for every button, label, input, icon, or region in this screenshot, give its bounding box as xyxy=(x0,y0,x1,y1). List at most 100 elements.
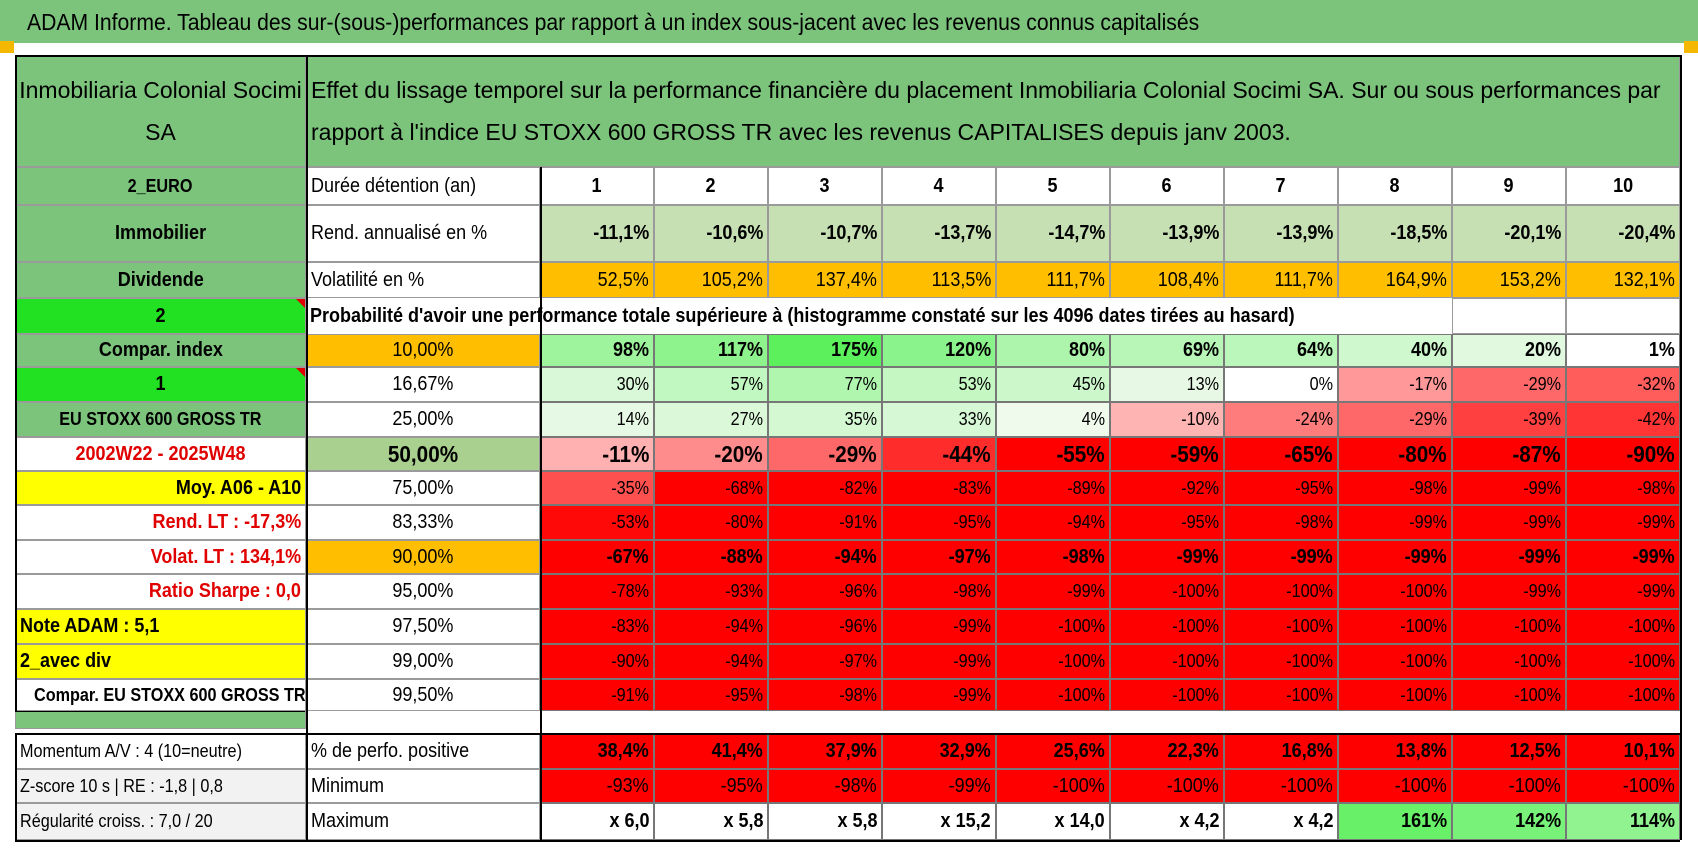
summary-value: 114% xyxy=(1566,803,1680,840)
holding-year: 5 xyxy=(996,167,1110,205)
probability-value-text: 57% xyxy=(730,374,763,394)
asset-name-text: Inmobiliaria Colonial Socimi SA xyxy=(19,77,302,145)
return-value-text: -13,7% xyxy=(933,222,991,244)
summary-value-text: 37,9% xyxy=(825,739,877,762)
left-panel-item: Rend. LT : -17,3% xyxy=(15,505,306,540)
probability-value: 45% xyxy=(996,367,1110,402)
probability-value-text: -100% xyxy=(1058,684,1105,705)
probability-value-text: -67% xyxy=(606,545,649,568)
return-value-text: -13,9% xyxy=(1275,222,1333,244)
probability-value: 77% xyxy=(768,367,882,402)
probability-value: -100% xyxy=(996,609,1110,644)
probability-value-text: -29% xyxy=(1409,409,1447,429)
return-label-text: Rend. annualisé en % xyxy=(311,222,488,244)
summary-left-text: Momentum A/V : 4 (10=neutre) xyxy=(20,740,242,761)
probability-value-text: -83% xyxy=(953,477,991,498)
holding-year: 3 xyxy=(768,167,882,205)
left-panel-item: Volat. LT : 134,1% xyxy=(15,540,306,574)
probability-value: -100% xyxy=(1566,609,1680,644)
probability-value: -100% xyxy=(1338,609,1452,644)
summary-value-text: -100% xyxy=(1280,774,1333,797)
probability-value-text: -87% xyxy=(1512,440,1561,467)
volatility-value: 113,5% xyxy=(882,262,996,298)
volatility-value-text: 113,5% xyxy=(931,268,991,291)
summary-value-text: -98% xyxy=(834,774,877,797)
summary-value-text: 114% xyxy=(1629,810,1675,832)
probability-value-text: 14% xyxy=(616,409,649,429)
probability-value-text: -99% xyxy=(1637,581,1675,601)
probability-value: 27% xyxy=(654,402,768,437)
probability-value: -100% xyxy=(1110,574,1224,609)
summary-value: -100% xyxy=(996,769,1110,803)
probability-value-text: -90% xyxy=(1626,440,1675,467)
probability-value-text: 0% xyxy=(1309,374,1333,394)
grid-rule xyxy=(15,733,17,840)
probability-value-text: -90% xyxy=(611,651,649,671)
holding-year: 6 xyxy=(1110,167,1224,205)
volatility-value: 137,4% xyxy=(768,262,882,298)
probability-value: 117% xyxy=(654,334,768,367)
probability-value: -65% xyxy=(1224,437,1338,471)
volatility-value: 164,9% xyxy=(1338,262,1452,298)
level-cell-text: 97,50% xyxy=(392,615,454,637)
probability-value: -99% xyxy=(1566,574,1680,609)
volatility-value-text: 132,1% xyxy=(1613,268,1675,291)
summary-left-text: Régularité croiss. : 7,0 / 20 xyxy=(20,811,213,831)
probability-header-text: Probabilité d'avoir une performance tota… xyxy=(310,304,1295,327)
probability-value: -100% xyxy=(1224,644,1338,679)
grid-rule xyxy=(15,55,1680,57)
summary-value: -98% xyxy=(768,769,882,803)
probability-value: -100% xyxy=(1452,609,1566,644)
summary-value-text: -95% xyxy=(720,774,763,797)
left-panel-item-text: EU STOXX 600 GROSS TR xyxy=(59,409,262,429)
description-text: Effet du lissage temporel sur la perform… xyxy=(311,77,1661,145)
summary-value-text: -100% xyxy=(1394,774,1447,797)
probability-value: -99% xyxy=(1110,540,1224,574)
summary-value: -93% xyxy=(540,769,654,803)
summary-value-text: x 14,0 xyxy=(1054,810,1105,832)
summary-value: x 14,0 xyxy=(996,803,1110,840)
probability-value: 57% xyxy=(654,367,768,402)
grid-rule xyxy=(1680,55,1682,840)
grid-rule xyxy=(15,55,17,711)
probability-value-text: -82% xyxy=(839,477,877,498)
probability-value: 98% xyxy=(540,334,654,367)
probability-value: -39% xyxy=(1452,402,1566,437)
left-panel-item-text: Immobilier xyxy=(114,222,207,244)
probability-value: 40% xyxy=(1338,334,1452,367)
left-panel-item: EU STOXX 600 GROSS TR xyxy=(15,402,306,437)
probability-value: -96% xyxy=(768,609,882,644)
probability-value: 64% xyxy=(1224,334,1338,367)
return-value-text: -20,4% xyxy=(1617,222,1675,244)
probability-value: -94% xyxy=(654,609,768,644)
volatility-label-text: Volatilité en % xyxy=(311,268,425,291)
probability-value: -100% xyxy=(1110,644,1224,679)
summary-value: -95% xyxy=(654,769,768,803)
page-title: ADAM Informe. Tableau des sur-(sous-)per… xyxy=(27,9,1200,35)
summary-value: 32,9% xyxy=(882,733,996,769)
probability-value: -100% xyxy=(1224,609,1338,644)
probability-value-text: -95% xyxy=(953,512,991,532)
return-value: -13,9% xyxy=(1224,205,1338,262)
probability-value-text: -20% xyxy=(714,440,763,467)
probability-value-text: 64% xyxy=(1296,339,1333,361)
level-cell-text: 90,00% xyxy=(392,545,454,568)
holding-label-text: Durée détention (an) xyxy=(311,174,477,197)
probability-value: -99% xyxy=(1338,505,1452,540)
probability-value: -99% xyxy=(882,609,996,644)
probability-value: 20% xyxy=(1452,334,1566,367)
summary-left: Momentum A/V : 4 (10=neutre) xyxy=(15,733,306,769)
probability-value: -44% xyxy=(882,437,996,471)
return-value: -10,6% xyxy=(654,205,768,262)
probability-value-text: -98% xyxy=(1409,477,1447,498)
probability-value-text: -99% xyxy=(1523,512,1561,532)
probability-value: -78% xyxy=(540,574,654,609)
probability-value-text: -99% xyxy=(1290,545,1333,568)
summary-value: x 5,8 xyxy=(654,803,768,840)
probability-value: -97% xyxy=(882,540,996,574)
probability-value: -100% xyxy=(996,644,1110,679)
return-value-text: -20,1% xyxy=(1503,222,1561,244)
probability-value-text: -100% xyxy=(1628,616,1675,636)
probability-value-text: -89% xyxy=(1067,477,1105,498)
probability-value-text: -97% xyxy=(839,651,877,671)
